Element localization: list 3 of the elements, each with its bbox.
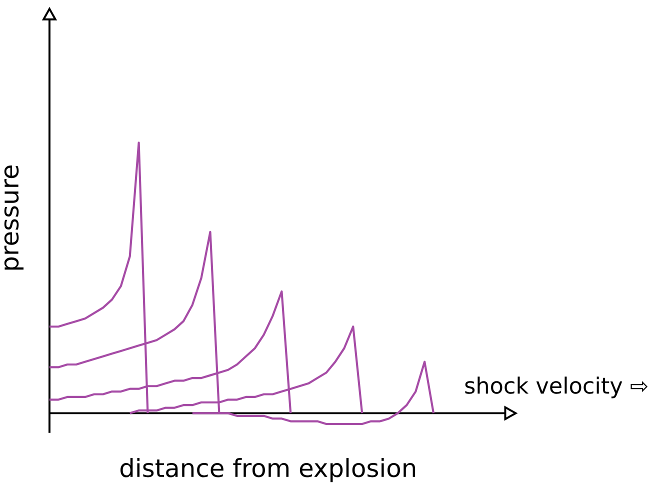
x-axis-title: distance from explosion [120, 458, 416, 482]
text: shock velocity ⇨ [465, 376, 648, 398]
y-axis-title: pressure [4, 166, 24, 270]
